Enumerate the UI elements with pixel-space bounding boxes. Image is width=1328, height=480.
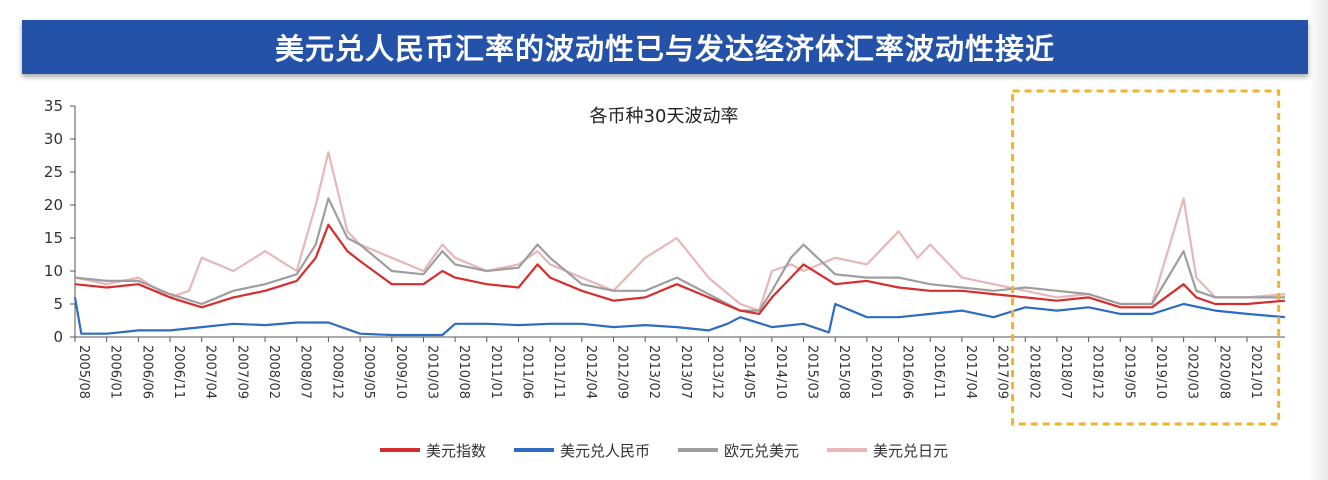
series-line-0 [74, 223, 1286, 315]
x-tick-label: 2006/01 [108, 345, 123, 399]
legend-swatch [379, 448, 420, 452]
series-line-1 [73, 297, 1286, 337]
x-tick-label: 2019/10 [1153, 345, 1168, 399]
x-tick-label: 2011/11 [551, 345, 566, 399]
x-tick-label: 2008/02 [266, 345, 281, 399]
x-tick-label: 2015/08 [836, 345, 851, 399]
chart-title: 各币种30天波动率 [590, 106, 739, 127]
x-tick-label: 2008/12 [329, 345, 344, 399]
legend-label: 欧元兑美元 [724, 441, 800, 460]
x-tick-label: 2012/04 [583, 345, 598, 399]
legend-label: 美元兑日元 [873, 441, 949, 460]
x-tick-label: 2017/04 [963, 345, 978, 399]
y-axis: 0 5 10 15 20 25 30 35 [44, 97, 76, 346]
x-tick-label: 2009/10 [393, 345, 408, 399]
x-tick-label: 2014/10 [773, 345, 788, 399]
legend-item: 美元兑人民币 [513, 440, 650, 461]
highlight-box [1011, 89, 1281, 426]
legend-item: 欧元兑美元 [678, 440, 799, 461]
x-tick-label: 2018/07 [1058, 345, 1073, 399]
y-tick-label: 5 [53, 295, 63, 313]
x-tick-label: 2007/04 [203, 345, 218, 399]
x-tick-label: 2008/07 [298, 345, 313, 399]
x-tick-label: 2017/09 [995, 345, 1010, 399]
x-tick-label: 2014/05 [741, 345, 756, 399]
series-lines [73, 151, 1286, 337]
x-tick-label: 2018/02 [1026, 345, 1041, 399]
x-tick-label: 2006/06 [139, 345, 154, 399]
legend-label: 美元兑人民币 [559, 441, 650, 460]
x-tick-label: 2019/05 [1121, 345, 1136, 399]
x-tick-label: 2006/11 [171, 345, 186, 399]
page-title: 美元兑人民币汇率的波动性已与发达经济体汇率波动性接近 [274, 32, 1055, 66]
x-tick-label: 2015/03 [805, 345, 820, 399]
x-tick-label: 2021/01 [1248, 345, 1263, 399]
y-tick-label: 25 [44, 163, 63, 181]
legend-swatch [678, 448, 718, 452]
page-edge-shade [1308, 0, 1328, 480]
x-tick-label: 2016/06 [900, 345, 915, 399]
y-tick-label: 0 [53, 328, 63, 346]
x-tick-label: 2016/11 [931, 345, 946, 399]
title-banner: 美元兑人民币汇率的波动性已与发达经济体汇率波动性接近 [22, 20, 1308, 74]
x-tick-label: 2011/06 [519, 345, 534, 399]
legend: 美元指数 美元兑人民币 欧元兑美元 美元兑日元 [0, 436, 1328, 464]
y-tick-label: 10 [44, 262, 63, 280]
legend-item: 美元指数 [379, 440, 486, 461]
x-tick-label: 2010/08 [456, 345, 471, 399]
x-tick-label: 2011/01 [488, 345, 503, 399]
y-tick-label: 15 [44, 229, 63, 247]
x-tick-label: 2007/09 [234, 345, 249, 399]
series-line-2 [74, 197, 1285, 312]
x-tick-label: 2005/08 [76, 345, 91, 399]
legend-label: 美元指数 [425, 441, 486, 460]
x-tick-label: 2018/12 [1090, 345, 1105, 399]
x-tick-label: 2020/08 [1216, 345, 1231, 399]
x-tick-label: 2013/12 [710, 345, 725, 399]
x-tick-label: 2009/05 [361, 345, 376, 399]
y-tick-label: 35 [44, 97, 63, 115]
x-tick-label: 2010/03 [424, 345, 439, 399]
y-tick-label: 20 [44, 196, 63, 214]
legend-swatch [827, 448, 868, 452]
x-tick-label: 2013/02 [646, 345, 661, 399]
x-tick-label: 2013/07 [678, 345, 693, 399]
x-axis: 2005/08 2006/01 2006/06 2006/11 2007/04 2007/… [74, 336, 1285, 399]
legend-swatch [513, 448, 554, 452]
x-tick-label: 2012/09 [614, 345, 629, 399]
legend-item: 美元兑日元 [827, 440, 948, 461]
x-tick-label: 2016/01 [868, 345, 883, 399]
x-tick-label: 2020/03 [1185, 345, 1200, 399]
series-line-3 [74, 151, 1286, 312]
y-tick-label: 30 [44, 130, 63, 148]
